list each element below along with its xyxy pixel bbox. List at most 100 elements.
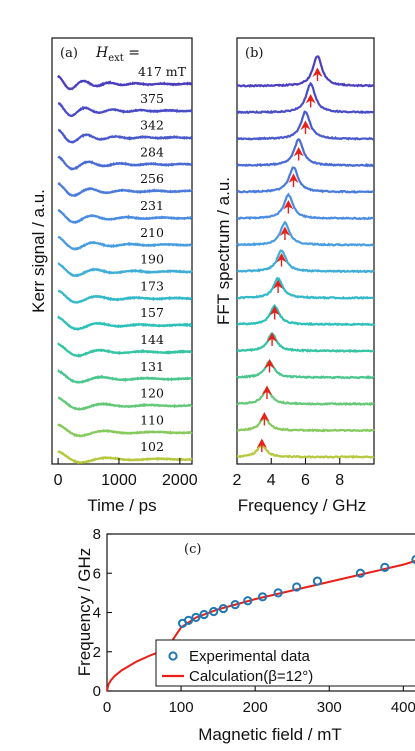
fft-x-axis-label: Frequency / GHz [238, 496, 367, 515]
kerr-trace [58, 128, 193, 144]
fft-trace [236, 332, 375, 354]
kerr-trace [57, 342, 193, 358]
experimental-point [380, 562, 390, 572]
freq-x-tick-label: 0 [103, 699, 111, 716]
freq-axis-ticks: 0 100 200 300 400 0 2 4 6 8 [93, 526, 415, 716]
fft-traces [236, 55, 375, 460]
peak-arrow [305, 94, 316, 108]
experimental-points [177, 555, 415, 628]
hext-equals: = [124, 45, 140, 61]
legend-box [155, 639, 415, 687]
freq-y-tick-label: 4 [93, 605, 101, 622]
kerr-field-label: 417 mT [138, 64, 187, 79]
kerr-trace [57, 396, 193, 411]
fft-x-tick-label: 2 [233, 472, 242, 489]
peak-arrow [283, 200, 294, 214]
peak-arrow [288, 173, 299, 187]
kerr-field-label: 102 [140, 439, 164, 454]
fft-trace [236, 220, 375, 247]
panel-c-label: (c) [184, 542, 201, 557]
kerr-trace [57, 155, 193, 171]
kerr-trace [57, 289, 192, 304]
kerr-traces [57, 75, 193, 465]
freq-y-tick-label: 2 [93, 644, 101, 661]
panel-a-frame [51, 37, 193, 465]
kerr-field-label: 342 [140, 118, 164, 133]
kerr-field-labels: 417 mT 375 342 284 256 231 210 190 173 157 144 131 1… [138, 64, 187, 454]
hext-label: Hext = [95, 45, 140, 64]
legend-experimental-marker [168, 651, 178, 661]
peak-arrow [269, 306, 280, 320]
kerr-trace [57, 315, 193, 331]
panel-b: (b) 2 4 6 8 Frequency / GHz FFT spectrum / … [214, 37, 375, 515]
kerr-field-label: 190 [140, 252, 164, 267]
experimental-point [199, 609, 209, 620]
fft-trace [236, 249, 375, 274]
panel-a: (a) Hext = 417 mT 375 342 284 256 231 210 190 17… [29, 37, 198, 515]
kerr-field-label: 284 [140, 144, 164, 159]
kerr-field-label: 256 [140, 171, 164, 186]
legend: Experimental data Calculation(β=12°) [155, 639, 415, 687]
kerr-x-tick-label: 2000 [162, 472, 198, 489]
kerr-trace [57, 450, 193, 465]
freq-y-tick-label: 8 [93, 526, 101, 543]
fft-trace [236, 110, 375, 141]
kerr-field-label: 375 [140, 91, 164, 106]
fft-trace [236, 276, 375, 300]
hext-subscript: ext [108, 53, 124, 64]
panel-a-label: (a) [60, 46, 78, 61]
peak-arrow [261, 385, 273, 399]
fft-trace [236, 303, 375, 327]
kerr-field-label: 120 [140, 386, 164, 401]
experimental-point [312, 576, 323, 586]
experimental-point [218, 603, 228, 614]
peak-arrow [279, 226, 291, 240]
kerr-field-label: 110 [140, 412, 164, 427]
fft-trace [236, 137, 375, 168]
fft-x-tick-label: 4 [267, 472, 276, 489]
fft-trace [236, 415, 375, 433]
experimental-point [411, 555, 415, 565]
experimental-point [273, 588, 283, 598]
peak-arrow [293, 147, 304, 161]
panel-b-label: (b) [245, 46, 263, 61]
peak-arrow [300, 120, 311, 134]
experimental-point [191, 612, 201, 623]
freq-y-axis-label: Frequency / GHz [75, 548, 94, 677]
kerr-x-tick-label: 0 [54, 472, 63, 489]
fft-x-ticks: 2 4 6 8 [233, 458, 344, 489]
kerr-trace [57, 235, 193, 251]
peak-arrow [259, 412, 270, 426]
freq-x-tick-label: 400 [391, 699, 415, 716]
freq-y-tick-label: 0 [93, 683, 101, 700]
legend-experimental-label: Experimental data [189, 648, 311, 665]
kerr-trace [57, 75, 193, 91]
fft-x-tick-label: 8 [335, 472, 344, 489]
freq-x-tick-label: 200 [243, 699, 268, 716]
fft-x-tick-label: 6 [301, 472, 310, 489]
fft-trace [236, 388, 375, 407]
kerr-field-label: 210 [140, 225, 164, 240]
experimental-point [243, 596, 253, 606]
experimental-point [355, 568, 365, 578]
panel-c: (c) 0 100 200 300 400 0 2 4 6 8 Experimental data… [75, 526, 415, 744]
experimental-point [292, 582, 302, 592]
kerr-x-axis-label: Time / ps [87, 496, 156, 515]
fft-peak-arrows [256, 67, 323, 452]
fft-trace [236, 444, 375, 460]
fft-trace [236, 81, 375, 115]
fft-trace [236, 55, 375, 88]
kerr-x-tick-label: 1000 [101, 472, 137, 489]
kerr-field-label: 157 [140, 305, 164, 320]
kerr-trace [57, 262, 193, 278]
experimental-point [257, 592, 268, 602]
peak-arrow [276, 253, 287, 267]
kerr-y-axis-label: Kerr signal / a.u. [29, 189, 48, 313]
peak-arrow [273, 279, 284, 293]
hext-symbol: H [95, 45, 109, 61]
kerr-field-label: 144 [140, 332, 164, 347]
fft-trace [236, 360, 375, 380]
legend-calculation-label: Calculation(β=12°) [189, 668, 313, 685]
peak-arrow [267, 332, 278, 346]
